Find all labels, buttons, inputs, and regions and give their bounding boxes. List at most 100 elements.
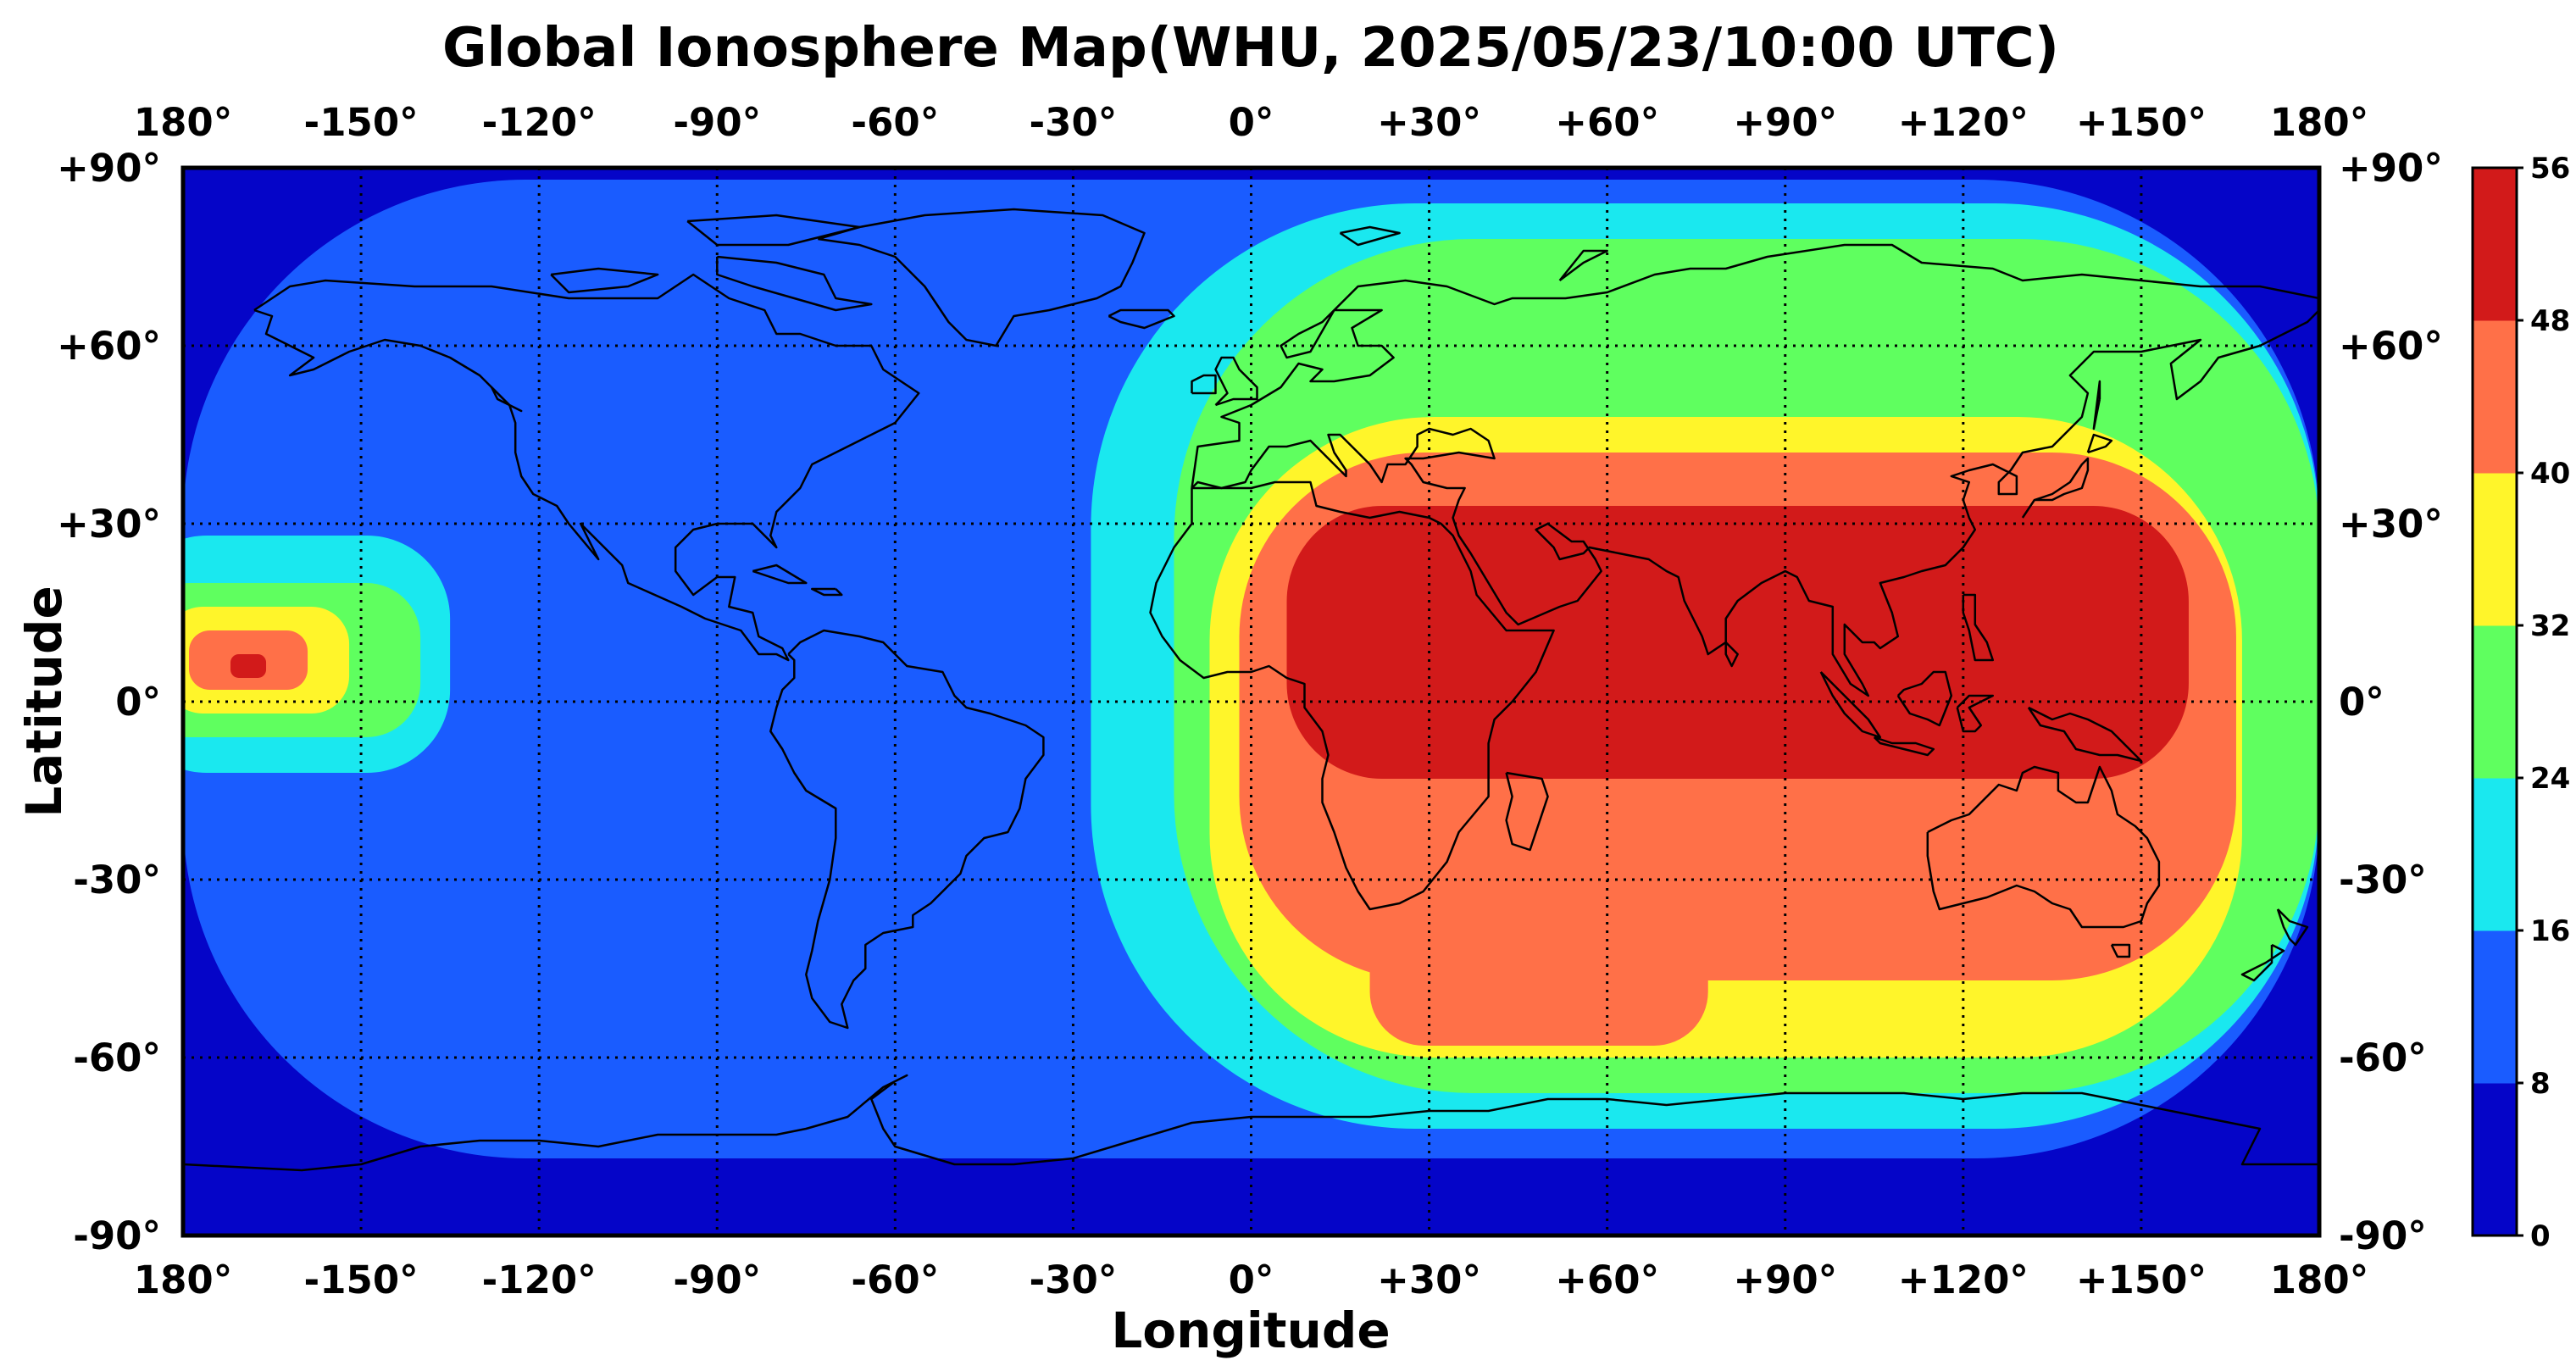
coastline-segment [811, 587, 843, 597]
y-tick-label-left: +30° [57, 502, 161, 547]
colorbar-frame [2471, 166, 2518, 1237]
colorbar-swatch [2473, 168, 2517, 321]
colorbar-tick-label: 32 [2530, 609, 2570, 643]
y-tick-label-right: +30° [2339, 502, 2443, 547]
coastline-segment [1962, 593, 1995, 662]
coastline-segment [1724, 641, 1739, 668]
coastline-segment [686, 214, 861, 247]
x-tick-label-top: -120° [482, 100, 597, 145]
coastline-segment [1214, 356, 1258, 407]
y-tick-label-right: -60° [2339, 1036, 2427, 1080]
colorbar-swatch [2473, 473, 2517, 626]
y-ticks-right: +90° +60° +30° 0° -30° -60° -90° [2339, 146, 2443, 1258]
coastline-segment [253, 273, 920, 662]
coastline-segment [2092, 380, 2101, 430]
y-tick-label-right: -30° [2339, 858, 2427, 902]
x-tick-label-bottom: +90° [1733, 1258, 1837, 1302]
x-tick-label-bottom: -90° [673, 1258, 761, 1302]
colorbar-tick-label: 40 [2530, 457, 2570, 491]
coastline-segment [1505, 771, 1549, 852]
coastline-segment [1191, 374, 1217, 395]
colorbar: 0 8 16 24 32 40 48 56 [2471, 152, 2570, 1253]
x-tick-label-bottom: 180° [2270, 1258, 2368, 1302]
coastline-segment [183, 1074, 2319, 1172]
x-tick-label-bottom: -60° [851, 1258, 939, 1302]
x-tick-label-top: -30° [1030, 100, 1118, 145]
y-tick-label-left: -60° [73, 1036, 161, 1080]
y-tick-label-left: 0° [115, 680, 161, 725]
plot-frame [180, 165, 2322, 1238]
y-tick-label-left: -30° [73, 858, 161, 902]
coastline-segment [1108, 308, 1175, 330]
x-tick-label-bottom: 0° [1229, 1258, 1274, 1302]
x-tick-label-top: +90° [1733, 100, 1837, 145]
x-tick-label-bottom: +150° [2076, 1258, 2207, 1302]
coastline-segment [1339, 225, 1401, 247]
x-tick-label-top: 180° [134, 100, 232, 145]
y-tick-label-right: -90° [2339, 1213, 2427, 1258]
coastline-segment [1149, 480, 1555, 911]
coastline-segment [2021, 457, 2090, 519]
x-tick-label-bottom: +30° [1377, 1258, 1481, 1302]
x-tick-label-bottom: +60° [1555, 1258, 1659, 1302]
colorbar-swatch [2473, 625, 2517, 779]
coastline-segment [2110, 943, 2131, 958]
coastline-segment [769, 629, 1045, 1030]
colorbar-tick-label: 0 [2530, 1219, 2551, 1253]
x-tick-label-bottom: -30° [1030, 1258, 1118, 1302]
coastline-segment [716, 255, 873, 312]
y-tick-label-left: -90° [73, 1213, 161, 1258]
colorbar-tick-label: 56 [2530, 152, 2570, 186]
colorbar-swatch [2473, 778, 2517, 931]
y-axis-label: Latitude [15, 586, 73, 818]
coastline-segment [1558, 249, 1608, 282]
colorbar-tick-label: 16 [2530, 914, 2570, 948]
y-tick-label-right: +90° [2339, 146, 2443, 191]
coastline-segment [1191, 243, 2319, 489]
coastline-segment [1926, 765, 2161, 929]
tec-region-level-5 [1369, 891, 1708, 1046]
coastline-segment [2276, 908, 2309, 947]
x-tick-label-bottom: -120° [482, 1258, 597, 1302]
coastlines [183, 208, 2319, 1172]
colorbar-swatch [2473, 930, 2517, 1084]
colorbar-swatch [2473, 320, 2517, 474]
x-tick-label-top: +30° [1377, 100, 1481, 145]
y-ticks-left: +90° +60° +30° 0° -30° -60° -90° [57, 146, 161, 1258]
coastline-segment [1873, 736, 1935, 757]
tec-region-level-6 [230, 654, 267, 678]
y-tick-label-right: 0° [2339, 680, 2384, 725]
gridlines [183, 168, 2319, 1236]
x-tick-label-top: -60° [851, 100, 939, 145]
x-ticks-bottom: 180° -150° -120° -90° -60° -30° 0° +30° +60° +90°… [134, 1258, 2368, 1302]
colorbar-swatch [2473, 1083, 2517, 1236]
tec-region-level-6 [1286, 506, 2189, 779]
x-tick-label-top: -90° [673, 100, 761, 145]
coastline-segment [1896, 670, 1953, 727]
coastline-segment [1956, 694, 1995, 733]
coastline-segment [817, 208, 1146, 347]
x-tick-label-bottom: +120° [1898, 1258, 2029, 1302]
x-tick-label-bottom: -150° [304, 1258, 419, 1302]
coastline-segment [490, 386, 523, 413]
coastline-segment [1191, 309, 2319, 697]
colorbar-tick-label: 24 [2530, 762, 2570, 796]
y-tick-label-left: +90° [57, 146, 161, 191]
colorbar-tick-label: 8 [2530, 1067, 2551, 1101]
x-tick-label-top: +60° [1555, 100, 1659, 145]
x-tick-label-top: 180° [2270, 100, 2368, 145]
x-tick-label-top: +120° [1898, 100, 2029, 145]
y-tick-label-left: +60° [57, 324, 161, 369]
x-tick-label-bottom: 180° [134, 1258, 232, 1302]
chart-title: Global Ionosphere Map(WHU, 2025/05/23/10… [442, 17, 2059, 80]
coastline-segment [752, 564, 808, 585]
plot-area [183, 168, 2319, 1236]
colorbar-tick-label: 48 [2530, 304, 2570, 338]
x-ticks-top: 180° -150° -120° -90° -60° -30° 0° +30° +60° +90°… [134, 100, 2368, 145]
coastline-segment [2086, 433, 2113, 454]
x-tick-label-top: -150° [304, 100, 419, 145]
coastline-segment [550, 267, 659, 294]
y-tick-label-right: +60° [2339, 324, 2443, 369]
coastline-segment [2240, 943, 2285, 982]
